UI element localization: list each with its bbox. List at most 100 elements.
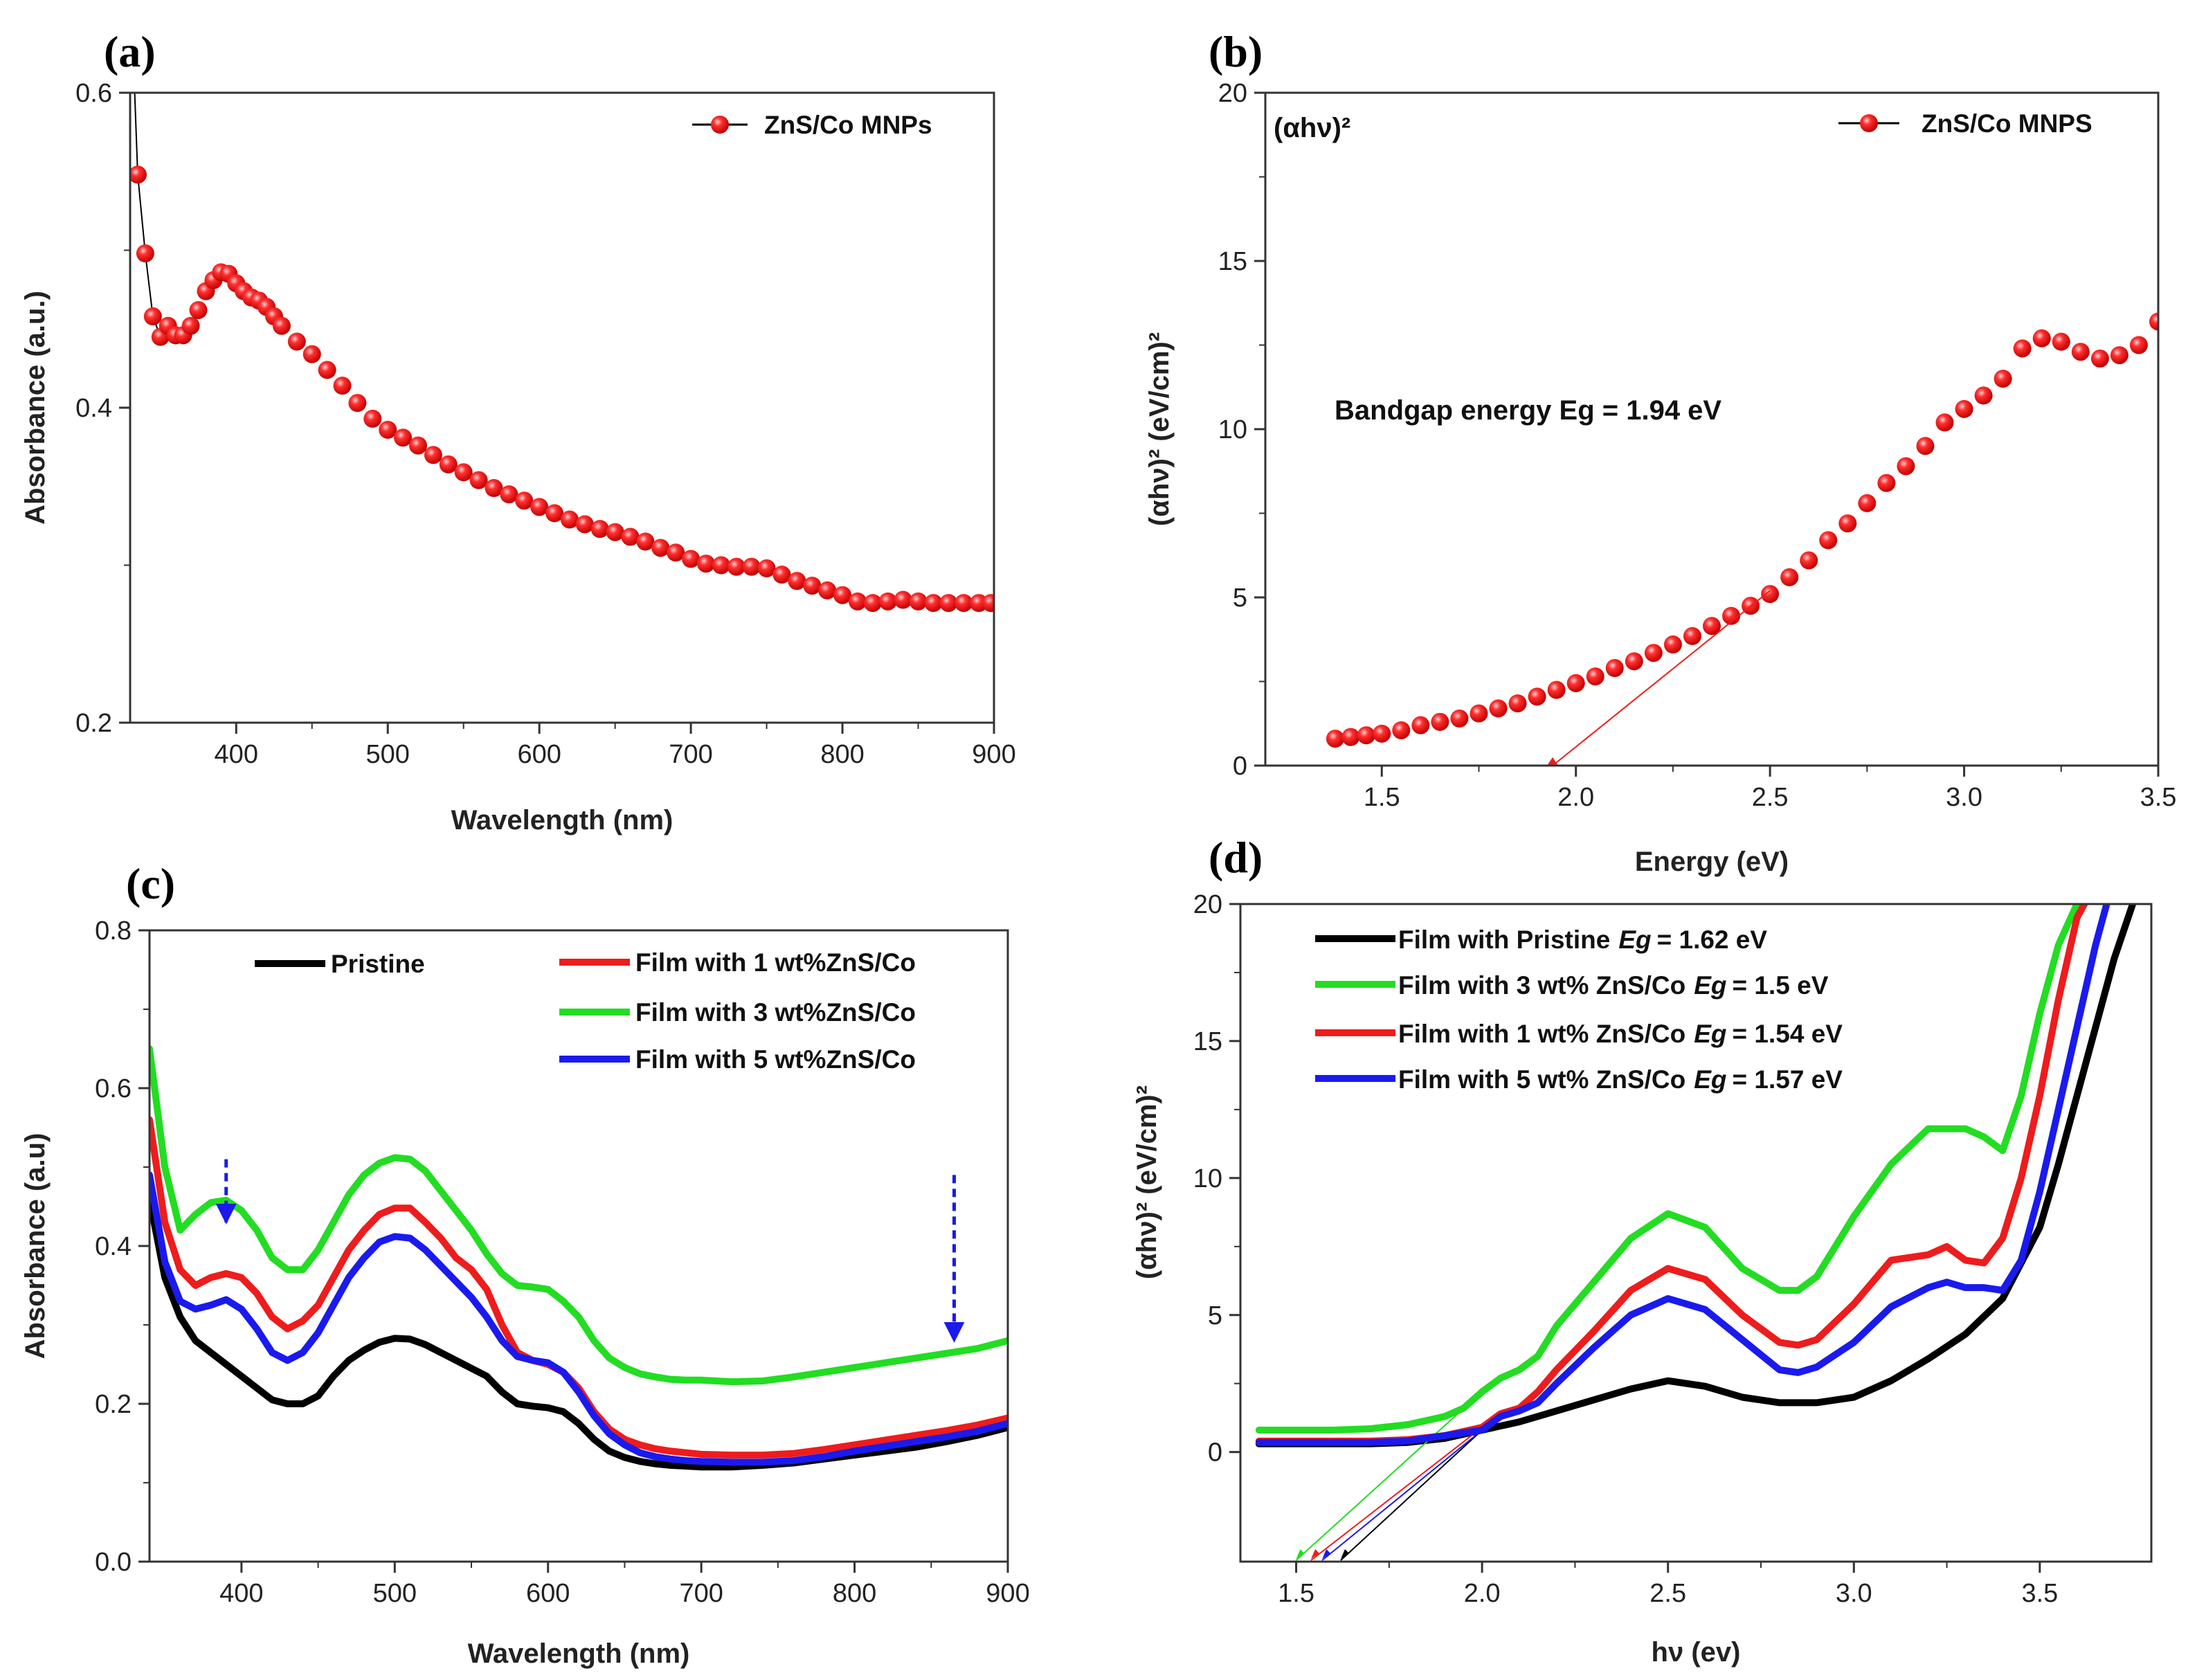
panel-d-xlabel: hν (ev) [1652,1637,1741,1668]
legend-eg-value: = 1.5 eV [1733,971,1829,1000]
data-point [894,590,912,609]
series-line [1255,904,2110,1446]
x-tick-label: 400 [219,1579,263,1608]
y-tick-label: 0.2 [75,709,112,738]
data-point [1508,694,1527,713]
data-point [621,527,640,546]
data-point [1838,514,1857,533]
data-point [1761,585,1780,604]
tangent-intercept-marker [1547,757,1559,766]
legend-name: Film with Pristine [1398,925,1610,954]
y-tick-label: 0.6 [95,1074,132,1103]
data-point [1877,473,1896,492]
legend-label-3wt: Film with 3 wt%ZnS/Co [635,998,916,1027]
extrapolation-line [1295,1391,1483,1561]
x-tick-label: 500 [373,1579,417,1608]
data-point [955,594,973,613]
intercept-arrowhead [1311,1549,1320,1559]
x-tick-label: 2.0 [1557,783,1594,812]
data-point [667,543,685,562]
data-point [2052,332,2070,351]
data-point [409,436,427,455]
data-point [1625,652,1643,671]
panel-d-ylabel: (αhν)² (eV/cm)² [1132,1085,1162,1279]
tangent-line [1552,590,1771,766]
x-tick-label: 3.5 [2021,1579,2058,1608]
panel-a-xlabel: Wavelength (nm) [451,805,673,836]
y-tick-label: 0.6 [75,79,112,108]
y-tick-label: 5 [1233,584,1247,613]
legend-label: ZnS/Co MNPS [1922,109,2092,138]
y-tick-label: 0.8 [95,916,132,946]
data-point [575,515,594,534]
panel-b-annotation: Bandgap energy Eg = 1.94 eV [1335,395,1721,426]
data-point [848,592,867,611]
data-point [651,539,670,557]
data-point [712,556,730,575]
series-line [150,1195,1008,1471]
data-point [772,566,791,584]
data-point [2090,349,2109,368]
series-line [150,1116,1008,1459]
x-tick-label: 2.5 [1752,783,1789,812]
legend-label-pristine: Film with Pristine Eg = 1.62 eV [1398,925,1767,954]
data-point [1411,716,1430,734]
panel-b-xlabel: Energy (eV) [1635,847,1789,877]
data-point [833,586,852,604]
data-point [469,471,488,489]
panel-b-data [1326,312,2158,766]
y-tick-label: 5 [1208,1301,1222,1330]
legend-label-1wt: Film with 1 wt% ZnS/Co Eg = 1.54 eV [1398,1020,1843,1048]
panel-b-ylabel: (αhν)² (eV/cm)² [1144,332,1175,526]
panel-b-ticks: 1.5 2.0 2.5 3.0 3.5 0 5 10 15 20 [1218,79,2177,812]
x-tick-label: 900 [986,1579,1029,1608]
panel-c-xlabel: Wavelength (nm) [468,1638,690,1669]
x-tick-label: 600 [517,740,561,769]
data-point [287,332,306,351]
extrapolation-line [1310,1427,1483,1561]
data-point [818,581,837,599]
data-point [682,550,700,568]
data-point [2110,346,2128,365]
intercept-arrowhead [1296,1549,1305,1559]
series-line [1255,904,2081,1434]
data-point [1703,617,1721,635]
y-tick-label: 15 [1193,1027,1222,1056]
legend-eg-value: = 1.54 eV [1733,1020,1843,1048]
data-point [1780,568,1799,586]
data-point [697,554,715,573]
data-point [788,572,806,590]
intercept-arrowhead [1341,1549,1350,1559]
data-point [878,592,897,611]
data-point [545,504,564,523]
panel-c-data [150,1045,1008,1471]
data-point [136,244,154,263]
x-tick-label: 900 [972,740,1015,769]
data-point [1819,531,1838,550]
legend-label-5wt: Film with 5 wt% ZnS/Co Eg = 1.57 eV [1398,1065,1843,1094]
data-point [939,594,958,613]
legend-name: Film with 5 wt% ZnS/Co [1398,1065,1685,1094]
panel-label-d: (d) [1209,833,1263,882]
data-point [500,485,518,504]
legend-marker [711,116,729,134]
x-tick-label: 1.5 [1364,783,1400,812]
x-tick-label: 1.5 [1278,1579,1314,1608]
data-point [1470,704,1488,723]
data-point [1373,724,1391,743]
data-point [1326,730,1344,748]
panel-a: (a) 400 500 600 700 800 900 0.2 0.4 0.6 Waveleng… [20,27,1016,836]
data-point [1547,680,1566,699]
legend-eg: Eg [1694,1020,1726,1048]
data-point [803,577,822,595]
legend-label-1wt: Film with 1 wt%ZnS/Co [635,948,916,977]
data-point [1357,726,1375,745]
data-point [272,316,291,335]
data-point [454,463,473,482]
y-tick-label: 10 [1218,415,1247,444]
data-point [333,377,352,395]
panel-label-a: (a) [104,27,156,76]
panel-label-c: (c) [126,859,175,908]
panel-a-legend: ZnS/Co MNPs [692,111,932,139]
